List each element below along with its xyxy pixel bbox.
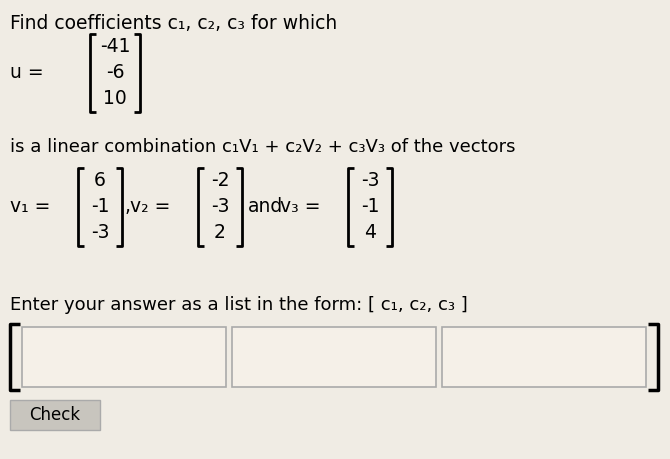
Text: v₁ =: v₁ = xyxy=(10,197,50,217)
Text: -3: -3 xyxy=(211,197,229,217)
Text: 10: 10 xyxy=(103,90,127,108)
Text: 6: 6 xyxy=(94,172,106,190)
Text: u =: u = xyxy=(10,63,44,83)
Text: -1: -1 xyxy=(90,197,109,217)
Text: ,: , xyxy=(125,197,131,217)
Text: is a linear combination c₁V₁ + c₂V₂ + c₃V₃ of the vectors: is a linear combination c₁V₁ + c₂V₂ + c₃… xyxy=(10,138,515,156)
FancyBboxPatch shape xyxy=(442,327,646,387)
Text: -3: -3 xyxy=(360,172,379,190)
Text: -2: -2 xyxy=(211,172,229,190)
Text: v₃ =: v₃ = xyxy=(280,197,320,217)
Text: -6: -6 xyxy=(106,63,124,83)
Text: Enter your answer as a list in the form: [ c₁, c₂, c₃ ]: Enter your answer as a list in the form:… xyxy=(10,296,468,314)
Text: Find coefficients c₁, c₂, c₃ for which: Find coefficients c₁, c₂, c₃ for which xyxy=(10,14,337,33)
FancyBboxPatch shape xyxy=(22,327,226,387)
Text: -41: -41 xyxy=(100,38,130,56)
Text: v₂ =: v₂ = xyxy=(130,197,170,217)
FancyBboxPatch shape xyxy=(10,400,100,430)
Text: 4: 4 xyxy=(364,224,376,242)
Text: -3: -3 xyxy=(90,224,109,242)
Text: 2: 2 xyxy=(214,224,226,242)
Text: Check: Check xyxy=(29,406,80,424)
Text: -1: -1 xyxy=(360,197,379,217)
FancyBboxPatch shape xyxy=(232,327,436,387)
Text: and: and xyxy=(248,197,283,217)
